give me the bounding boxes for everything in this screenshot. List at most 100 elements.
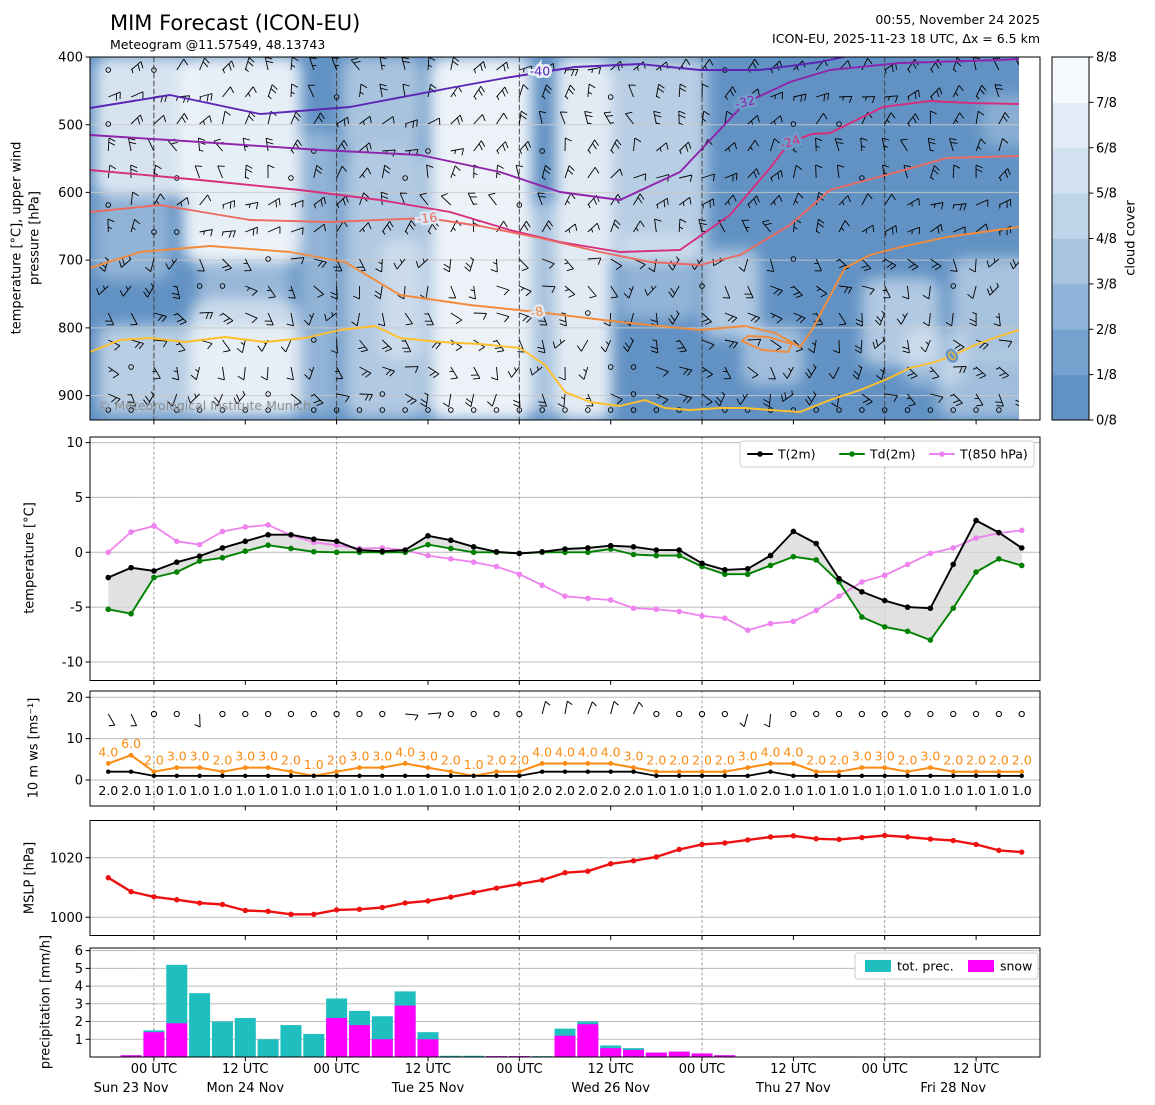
svg-text:8/8: 8/8 — [1096, 51, 1117, 66]
svg-text:-8: -8 — [529, 303, 544, 320]
svg-text:1.0: 1.0 — [167, 783, 187, 798]
svg-text:1.0: 1.0 — [304, 757, 324, 772]
svg-text:00 UTC: 00 UTC — [313, 1062, 359, 1077]
svg-text:700: 700 — [58, 254, 83, 269]
svg-text:2.0: 2.0 — [898, 753, 918, 768]
svg-text:1.0: 1.0 — [669, 783, 689, 798]
panel-precipitation: tot. prec. snow 1 2 3 4 5 6 — [75, 944, 1041, 1062]
svg-text:1.0: 1.0 — [692, 783, 712, 798]
svg-text:2.0: 2.0 — [555, 783, 575, 798]
svg-text:2.0: 2.0 — [806, 753, 826, 768]
svg-text:2.0: 2.0 — [989, 753, 1009, 768]
svg-text:400: 400 — [58, 51, 83, 66]
svg-text:500: 500 — [58, 118, 83, 133]
svg-text:2.0: 2.0 — [669, 753, 689, 768]
svg-text:3.0: 3.0 — [852, 749, 872, 764]
svg-text:2.0: 2.0 — [509, 753, 529, 768]
svg-text:3.0: 3.0 — [167, 749, 187, 764]
svg-text:6: 6 — [75, 944, 83, 959]
svg-text:1.0: 1.0 — [806, 783, 826, 798]
svg-text:3.0: 3.0 — [258, 749, 278, 764]
svg-text:12 UTC: 12 UTC — [953, 1062, 999, 1077]
axis-label-wind: 10 m ws [ms⁻¹] — [26, 697, 42, 799]
svg-text:2.0: 2.0 — [121, 783, 141, 798]
svg-text:12 UTC: 12 UTC — [405, 1062, 451, 1077]
axis-label-upper-line2: pressure [hPa] — [27, 191, 43, 285]
cloud-cover-colorbar: 0/8 1/8 2/8 3/8 4/8 5/8 6/8 7/8 8/8 — [1051, 51, 1117, 429]
svg-text:900: 900 — [58, 389, 83, 404]
page-title: MIM Forecast (ICON-EU) — [110, 11, 361, 35]
svg-text:5/8: 5/8 — [1096, 187, 1117, 202]
svg-text:1.0: 1.0 — [441, 783, 461, 798]
svg-text:1.0: 1.0 — [1012, 783, 1032, 798]
svg-text:2.0: 2.0 — [601, 783, 621, 798]
svg-text:1.0: 1.0 — [350, 783, 370, 798]
svg-text:1.0: 1.0 — [258, 783, 278, 798]
svg-text:4.0: 4.0 — [532, 744, 552, 759]
svg-text:1.0: 1.0 — [943, 783, 963, 798]
svg-text:1/8: 1/8 — [1096, 368, 1117, 383]
svg-text:Wed 26 Nov: Wed 26 Nov — [571, 1081, 650, 1096]
svg-text:2: 2 — [75, 1015, 83, 1030]
svg-text:3: 3 — [75, 997, 83, 1012]
svg-text:3.0: 3.0 — [875, 749, 895, 764]
svg-text:3.0: 3.0 — [190, 749, 210, 764]
svg-text:2.0: 2.0 — [213, 753, 233, 768]
svg-text:800: 800 — [58, 321, 83, 336]
svg-text:0/8: 0/8 — [1096, 414, 1117, 429]
svg-text:Thu 27 Nov: Thu 27 Nov — [755, 1081, 831, 1096]
svg-text:00 UTC: 00 UTC — [131, 1062, 177, 1077]
svg-text:6.0: 6.0 — [121, 736, 141, 751]
svg-text:1.0: 1.0 — [213, 783, 233, 798]
svg-text:snow: snow — [1000, 958, 1032, 973]
svg-text:1.0: 1.0 — [372, 783, 392, 798]
svg-text:Mon 24 Nov: Mon 24 Nov — [206, 1081, 284, 1096]
svg-text:4.0: 4.0 — [601, 744, 621, 759]
svg-text:1.0: 1.0 — [715, 783, 735, 798]
page-subtitle: Meteogram @11.57549, 48.13743 — [110, 37, 326, 52]
svg-text:Tue 25 Nov: Tue 25 Nov — [391, 1081, 465, 1096]
panel-temperature: T(2m) Td(2m) T(850 hPa) -10 -5 0 5 10 — [62, 436, 1041, 685]
svg-text:1000: 1000 — [50, 911, 83, 926]
svg-text:10: 10 — [66, 732, 83, 747]
temperature-contours — [90, 57, 1019, 413]
svg-text:2.0: 2.0 — [441, 753, 461, 768]
svg-text:5: 5 — [75, 962, 83, 977]
svg-text:2.0: 2.0 — [715, 753, 735, 768]
svg-text:4.0: 4.0 — [761, 744, 781, 759]
svg-text:3.0: 3.0 — [418, 749, 438, 764]
svg-text:1.0: 1.0 — [738, 783, 758, 798]
svg-text:0: 0 — [75, 774, 83, 789]
svg-text:tot. prec.: tot. prec. — [897, 958, 954, 973]
svg-text:10: 10 — [66, 436, 83, 451]
svg-text:1.0: 1.0 — [190, 783, 210, 798]
svg-text:1.0: 1.0 — [829, 783, 849, 798]
svg-text:1.0: 1.0 — [304, 783, 324, 798]
svg-text:4.0: 4.0 — [783, 744, 803, 759]
svg-text:1.0: 1.0 — [464, 783, 484, 798]
svg-text:1.0: 1.0 — [875, 783, 895, 798]
svg-text:Fri 28 Nov: Fri 28 Nov — [920, 1081, 986, 1096]
svg-text:2.0: 2.0 — [624, 783, 644, 798]
svg-text:1.0: 1.0 — [852, 783, 872, 798]
svg-text:3/8: 3/8 — [1096, 277, 1117, 292]
svg-text:Td(2m): Td(2m) — [869, 446, 915, 461]
svg-text:2.0: 2.0 — [1012, 753, 1032, 768]
svg-text:2.0: 2.0 — [98, 783, 118, 798]
svg-text:3.0: 3.0 — [235, 749, 255, 764]
svg-text:2.0: 2.0 — [761, 783, 781, 798]
time-axis-labels: 00 UTC 12 UTC 00 UTC 12 UTC 00 UTC 12 UTC 00 U… — [94, 1062, 1000, 1096]
svg-text:20: 20 — [66, 691, 83, 706]
svg-text:1.0: 1.0 — [235, 783, 255, 798]
panel-mslp: 1000 1020 — [50, 820, 1041, 940]
svg-text:1.0: 1.0 — [989, 783, 1009, 798]
svg-text:1.0: 1.0 — [783, 783, 803, 798]
model-info: ICON-EU, 2025-11-23 18 UTC, Δx = 6.5 km — [772, 31, 1040, 46]
svg-text:4.0: 4.0 — [555, 744, 575, 759]
svg-text:1.0: 1.0 — [418, 783, 438, 798]
svg-text:1.0: 1.0 — [487, 783, 507, 798]
svg-text:2.0: 2.0 — [144, 753, 164, 768]
svg-text:00 UTC: 00 UTC — [679, 1062, 725, 1077]
svg-text:1.0: 1.0 — [898, 783, 918, 798]
